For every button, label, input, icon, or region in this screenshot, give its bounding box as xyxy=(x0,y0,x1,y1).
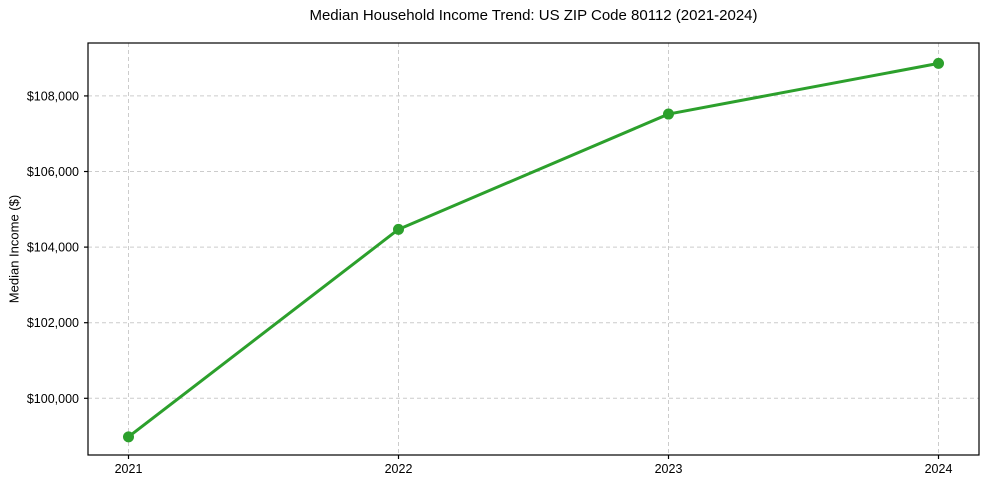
trend-line xyxy=(127,61,940,439)
y-tick-label: $100,000 xyxy=(27,392,79,406)
data-point-marker xyxy=(933,57,944,69)
x-tick-label: 2023 xyxy=(655,462,683,476)
y-tick-label: $106,000 xyxy=(27,165,79,179)
x-tick-label: 2022 xyxy=(385,462,413,476)
x-tick-label: 2021 xyxy=(115,462,143,476)
plot-border xyxy=(87,42,980,456)
y-tick-label: $104,000 xyxy=(27,241,79,255)
chart-title: Median Household Income Trend: US ZIP Co… xyxy=(309,7,758,24)
x-tick-label: 2024 xyxy=(925,462,953,476)
data-point-marker xyxy=(663,108,674,120)
y-tick-label: $102,000 xyxy=(27,316,79,330)
data-point-marker xyxy=(393,223,404,235)
data-point-marker xyxy=(123,431,134,443)
y-tick-label: $108,000 xyxy=(27,89,79,103)
y-axis-label: Median Income ($) xyxy=(6,194,22,304)
